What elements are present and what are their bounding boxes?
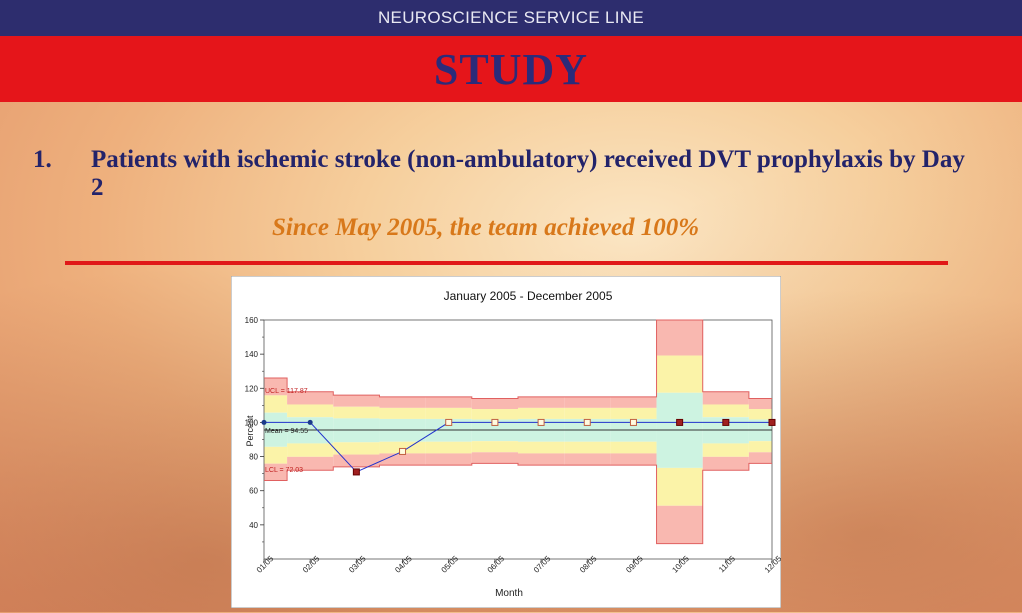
band-zone: [333, 406, 380, 419]
mean-label: Mean = 94.55: [265, 428, 308, 435]
y-tick-label: 60: [249, 487, 258, 496]
data-point: [307, 419, 313, 425]
data-point: [629, 418, 637, 426]
band-zone: [564, 453, 611, 466]
band-zone: [564, 396, 611, 408]
y-tick-label: 160: [245, 316, 259, 325]
y-axis-label: Percent: [245, 415, 255, 447]
band-zone: [518, 396, 565, 408]
data-point: [399, 447, 407, 455]
reference-lines: [264, 319, 772, 545]
band-zone: [287, 391, 334, 405]
data-point: [768, 418, 776, 426]
band-zone: [379, 396, 426, 408]
band-zone: [610, 396, 657, 408]
data-point: [537, 418, 545, 426]
band-zone: [425, 453, 472, 466]
data-point: [445, 418, 453, 426]
band-zone: [379, 441, 426, 454]
band-zone: [656, 320, 703, 356]
band-zone: [471, 441, 518, 453]
band-zone: [425, 441, 472, 454]
band-zone: [425, 396, 472, 408]
data-point: [261, 419, 267, 425]
item-number: 1.: [33, 146, 52, 173]
item-text: Patients with ischemic stroke (non-ambul…: [91, 146, 965, 201]
band-zone: [702, 391, 749, 405]
band-zone: [471, 398, 518, 410]
band-zone: [287, 404, 334, 418]
control-chart-svg: January 2005 - December 2005 Percent Mon…: [230, 275, 784, 609]
banner-title: STUDY: [433, 45, 589, 94]
data-point: [676, 418, 684, 426]
band-zone: [471, 409, 518, 420]
y-tick-label: 140: [245, 350, 259, 359]
header-title: NEUROSCIENCE SERVICE LINE: [377, 8, 645, 27]
band-zone: [379, 407, 426, 419]
band-zone: [425, 407, 472, 419]
lcl-label: LCL = 72.03: [265, 467, 303, 474]
band-zone: [287, 443, 334, 457]
band-zone: [333, 442, 380, 455]
band-zone: [518, 407, 565, 419]
band-zone: [264, 463, 288, 481]
y-tick-label: 80: [249, 453, 258, 462]
band-zone: [702, 443, 749, 457]
y-tick-label: 120: [245, 384, 259, 393]
band-zone: [656, 355, 703, 393]
control-chart: January 2005 - December 2005 Percent Mon…: [230, 275, 784, 609]
band-zone: [610, 407, 657, 419]
band-zone: [333, 454, 380, 467]
band-zone: [702, 404, 749, 418]
divider-line: [65, 261, 948, 265]
band-zone: [748, 398, 772, 410]
data-point: [352, 468, 360, 476]
y-tick-label: 100: [245, 418, 259, 427]
study-banner: STUDY: [0, 36, 1022, 102]
ucl-line: [264, 319, 772, 400]
band-zone: [379, 453, 426, 466]
achievement-highlight: Since May 2005, the team achieved 100%: [272, 214, 700, 241]
data-point: [722, 418, 730, 426]
series-path: [264, 421, 772, 473]
band-zone: [333, 395, 380, 407]
band-zone: [518, 441, 565, 454]
band-zone: [264, 378, 288, 396]
band-zone: [656, 505, 703, 544]
data-point: [491, 418, 499, 426]
band-zone: [264, 446, 288, 464]
band-zone: [518, 453, 565, 466]
band-zone: [564, 407, 611, 419]
band-zone: [748, 409, 772, 420]
band-zone: [264, 395, 288, 413]
chart-title: January 2005 - December 2005: [444, 289, 613, 303]
ucl-label: UCL = 117.87: [265, 388, 308, 395]
band-zone: [610, 453, 657, 466]
y-tick-label: 40: [249, 521, 258, 530]
band-zone: [656, 467, 703, 506]
band-zone: [287, 456, 334, 471]
lcl-line: [264, 462, 772, 545]
service-line-header: NEUROSCIENCE SERVICE LINE: [0, 0, 1022, 36]
data-point: [583, 418, 591, 426]
band-zone: [564, 441, 611, 454]
band-zone: [471, 452, 518, 464]
x-axis-label: Month: [495, 588, 523, 599]
series-line: [261, 418, 776, 476]
band-zone: [748, 452, 772, 464]
band-zone: [610, 441, 657, 454]
chart-annotations: UCL = 117.87 Mean = 94.55 LCL = 72.03: [265, 388, 308, 474]
band-zone: [702, 456, 749, 471]
band-zone: [748, 441, 772, 453]
